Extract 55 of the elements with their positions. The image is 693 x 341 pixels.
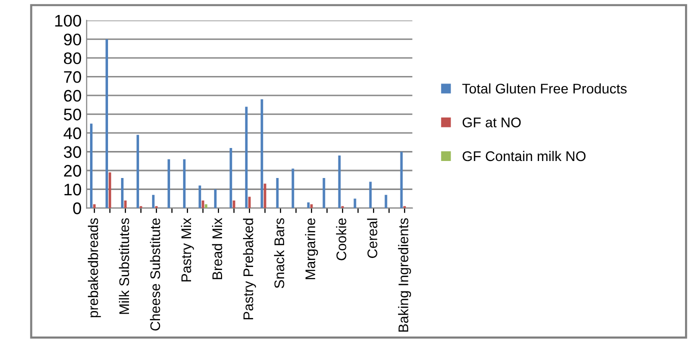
- y-tick-label: 80: [64, 52, 82, 64]
- bar: [322, 178, 326, 208]
- legend-label: Total Gluten Free Products: [462, 83, 627, 94]
- legend-label: GF at NO: [462, 118, 521, 128]
- y-tick-label: 70: [64, 71, 82, 83]
- bar: [124, 200, 127, 208]
- bar: [369, 182, 372, 208]
- bar: [292, 168, 294, 208]
- y-tick-label: 40: [64, 127, 82, 140]
- bar: [354, 198, 356, 208]
- bar: [214, 189, 217, 208]
- bar: [248, 196, 251, 208]
- x-tick-label: Cheese Substitute: [150, 218, 160, 331]
- y-tick-label: 30: [64, 146, 82, 158]
- bar: [260, 99, 264, 208]
- bar: [230, 148, 232, 208]
- y-tick-label: 60: [64, 90, 82, 102]
- y-tick-label: 100: [55, 14, 82, 27]
- y-tick-label: 90: [64, 34, 82, 46]
- bar: [245, 106, 248, 208]
- bar: [202, 200, 204, 208]
- bar: [93, 204, 96, 208]
- y-tick-label: 50: [64, 108, 82, 120]
- bar: [152, 194, 155, 208]
- x-tick-label: Milk Substitutes: [118, 218, 130, 314]
- x-tick-label: Snack Bars: [274, 218, 284, 288]
- x-tick-label: Cookie: [336, 218, 346, 260]
- x-tick-label: Baking Ingredients: [398, 218, 412, 332]
- bar: [183, 159, 186, 208]
- bar: [307, 202, 310, 208]
- bar: [136, 134, 140, 208]
- bar: [90, 124, 93, 208]
- bar: [168, 159, 170, 208]
- y-tick-label: 20: [64, 164, 82, 177]
- bar: [400, 152, 403, 208]
- bar: [276, 178, 279, 208]
- y-tick-label: 10: [64, 184, 82, 196]
- x-tick-label: Pastry Mix: [180, 218, 194, 282]
- x-tick-label: Cereal: [367, 218, 378, 258]
- bar: [198, 186, 202, 208]
- x-tick-label: prebakedbreads: [88, 218, 101, 318]
- bar: [204, 204, 208, 208]
- bar: [264, 184, 266, 208]
- x-tick-label: Bread Mix: [212, 218, 222, 280]
- bar: [106, 39, 108, 208]
- bar: [108, 172, 112, 208]
- legend-label: GF Contain milk NO: [462, 150, 586, 162]
- bar: [232, 200, 236, 208]
- bar: [310, 204, 313, 208]
- bar: [338, 155, 341, 208]
- x-tick-label: Pastry Prebaked: [243, 218, 256, 320]
- bar: [384, 194, 388, 208]
- bar: [121, 178, 124, 208]
- x-tick-label: Margarine: [305, 218, 318, 280]
- y-tick-label: 0: [73, 202, 82, 214]
